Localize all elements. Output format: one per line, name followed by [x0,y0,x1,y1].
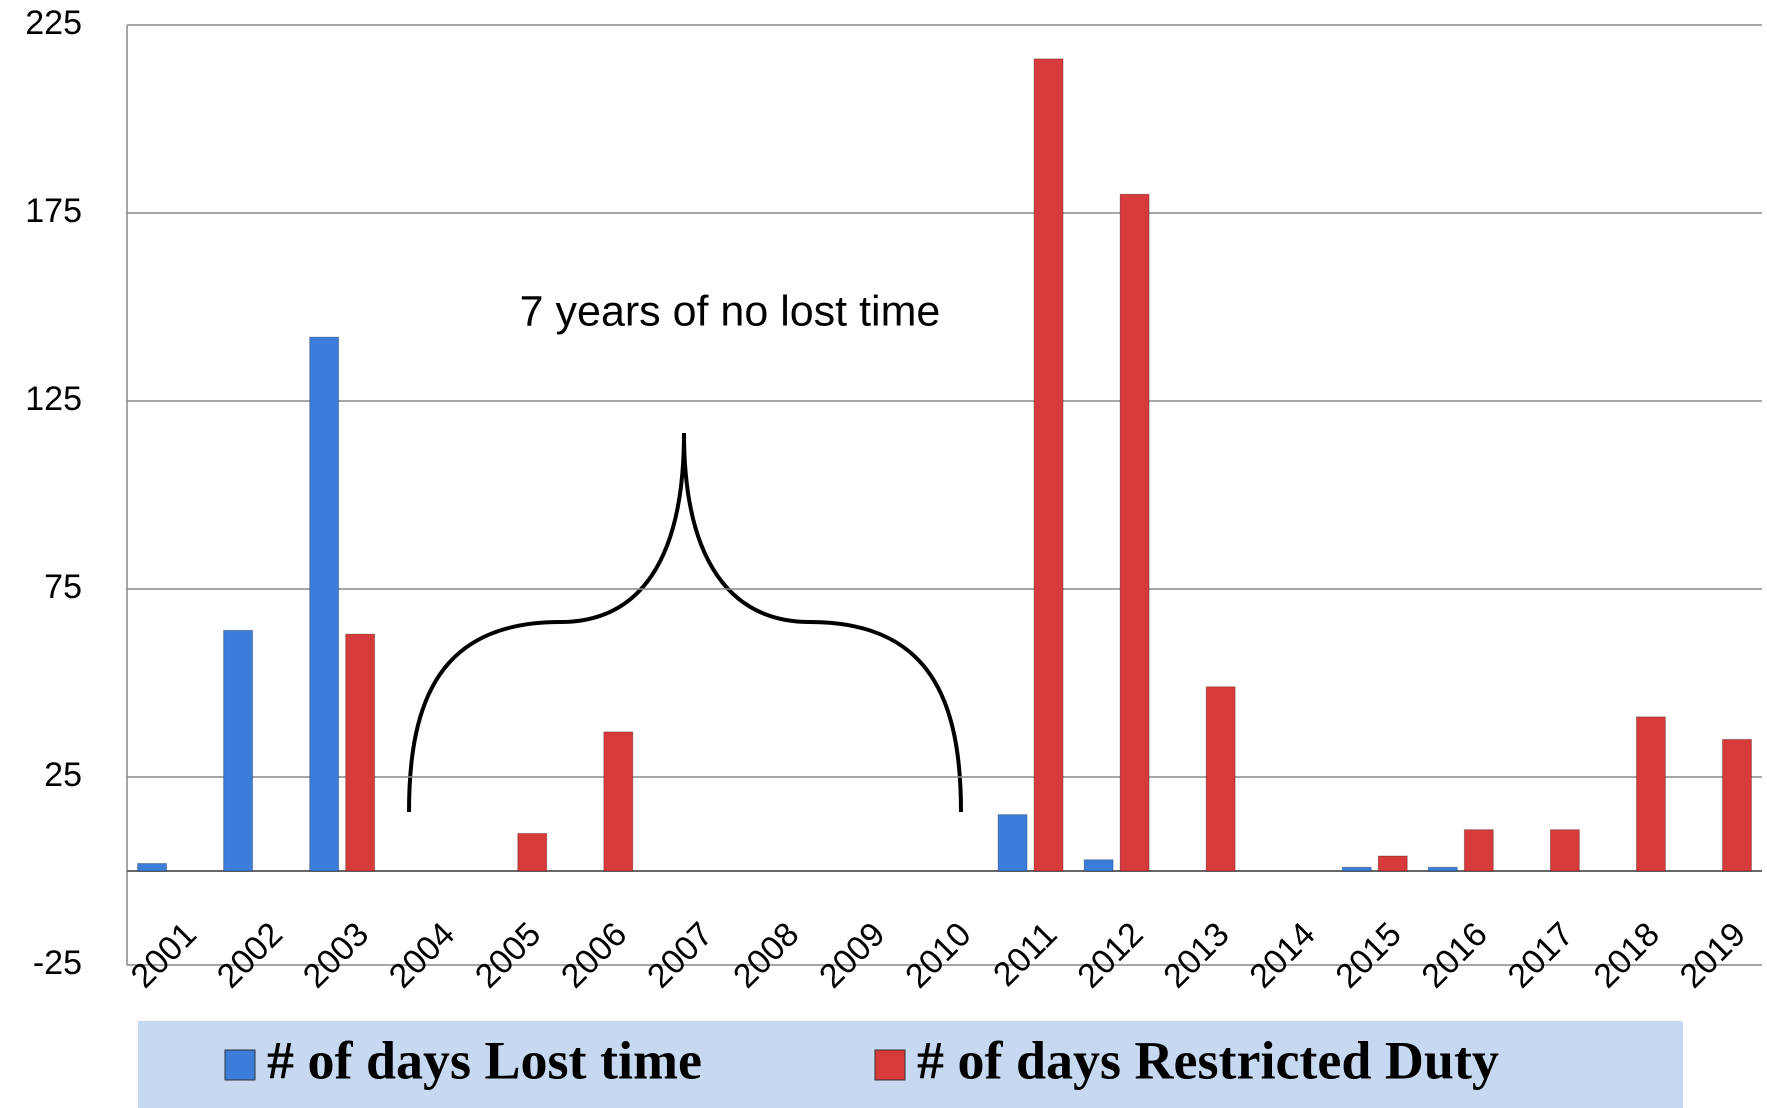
legend-label: # of days Restricted Duty [917,1030,1499,1090]
bar [1635,716,1666,872]
bar [1549,829,1580,872]
bar [603,731,634,872]
x-tick-label: 2006 [554,915,634,995]
x-tick-label: 2013 [1156,915,1236,995]
x-tick-label: 2015 [1328,915,1408,995]
y-tick-label: -25 [33,944,82,982]
y-tick-label: 225 [25,4,82,42]
x-tick-label: 2007 [640,915,720,995]
bar [1721,738,1752,872]
legend-box [138,1021,1683,1108]
x-tick-label: 2017 [1501,915,1581,995]
x-tick-label: 2005 [468,915,548,995]
bar [1341,866,1372,872]
x-tick-label: 2016 [1414,915,1494,995]
bar [345,633,376,872]
bar [1377,855,1408,872]
y-tick-label: 125 [25,380,82,418]
x-tick-label: 2014 [1242,915,1322,995]
x-tick-label: 2004 [382,915,462,995]
bar [137,862,168,872]
bar [1033,58,1064,872]
bar [517,832,548,872]
x-tick-label: 2001 [124,915,204,995]
bar [1119,193,1150,872]
bar [1427,866,1458,872]
y-tick-label: 75 [44,568,82,606]
bar [309,336,340,872]
y-tick-label: 175 [25,192,82,230]
bar [1205,686,1236,872]
brace [407,432,963,813]
legend-label: # of days Lost time [267,1030,702,1090]
x-tick-label: 2002 [210,915,290,995]
x-tick-label: 2008 [726,915,806,995]
y-tick-label: 25 [44,756,82,794]
x-tick-label: 2009 [812,915,892,995]
annotation: 7 years of no lost time [520,287,941,335]
bar [223,629,254,872]
bar [1083,859,1114,872]
x-tick-label: 2003 [296,915,376,995]
bar [1463,829,1494,872]
x-tick-label: 2011 [986,915,1065,994]
x-tick-label: 2019 [1673,915,1753,995]
x-tick-label: 2010 [898,915,978,995]
x-tick-label: 2018 [1587,915,1667,995]
legend-swatch [874,1049,906,1081]
x-tick-label: 2012 [1070,915,1150,995]
bar [997,814,1028,872]
legend-swatch [224,1049,256,1081]
